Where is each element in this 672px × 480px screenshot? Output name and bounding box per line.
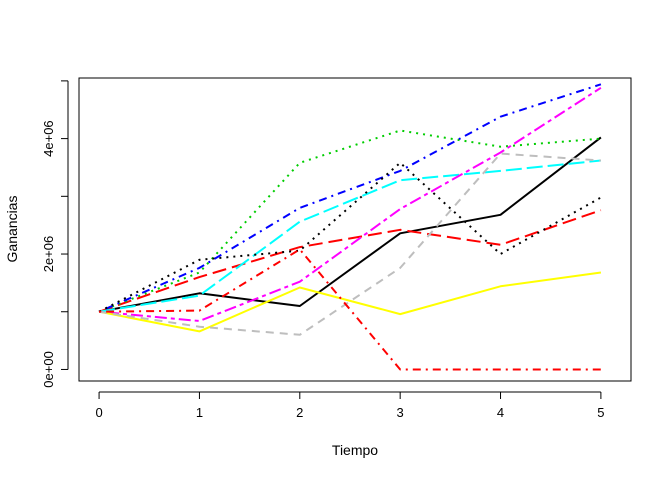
x-tick-label: 1	[196, 405, 203, 420]
plot-area-box	[78, 77, 632, 382]
series-line-9	[98, 161, 602, 313]
series-line-7	[98, 271, 602, 333]
series-layer	[98, 83, 602, 371]
series-line-5	[98, 159, 602, 313]
y-tick-label: 2e+06	[41, 236, 56, 273]
series-line-4	[98, 83, 602, 313]
series-line-6	[99, 86, 602, 322]
y-tick-label: 0e+00	[41, 351, 56, 388]
y-axis: 0e+00 2e+06 4e+06	[41, 80, 69, 388]
series-line-8	[98, 152, 601, 336]
x-tick-label: 4	[497, 405, 504, 420]
x-tick-label: 5	[597, 405, 604, 420]
series-line-2	[98, 209, 602, 313]
x-axis: 0 1 2 3 4 5	[95, 391, 605, 420]
x-tick-label: 0	[95, 405, 102, 420]
x-tick-label: 3	[397, 405, 404, 420]
y-axis-title: Ganancias	[4, 196, 20, 263]
x-tick-label: 2	[296, 405, 303, 420]
series-line-1	[98, 136, 602, 313]
series-line-3	[98, 129, 601, 313]
y-tick-label: 4e+06	[41, 120, 56, 157]
x-axis-title: Tiempo	[332, 442, 378, 458]
series-line-10	[99, 248, 601, 371]
